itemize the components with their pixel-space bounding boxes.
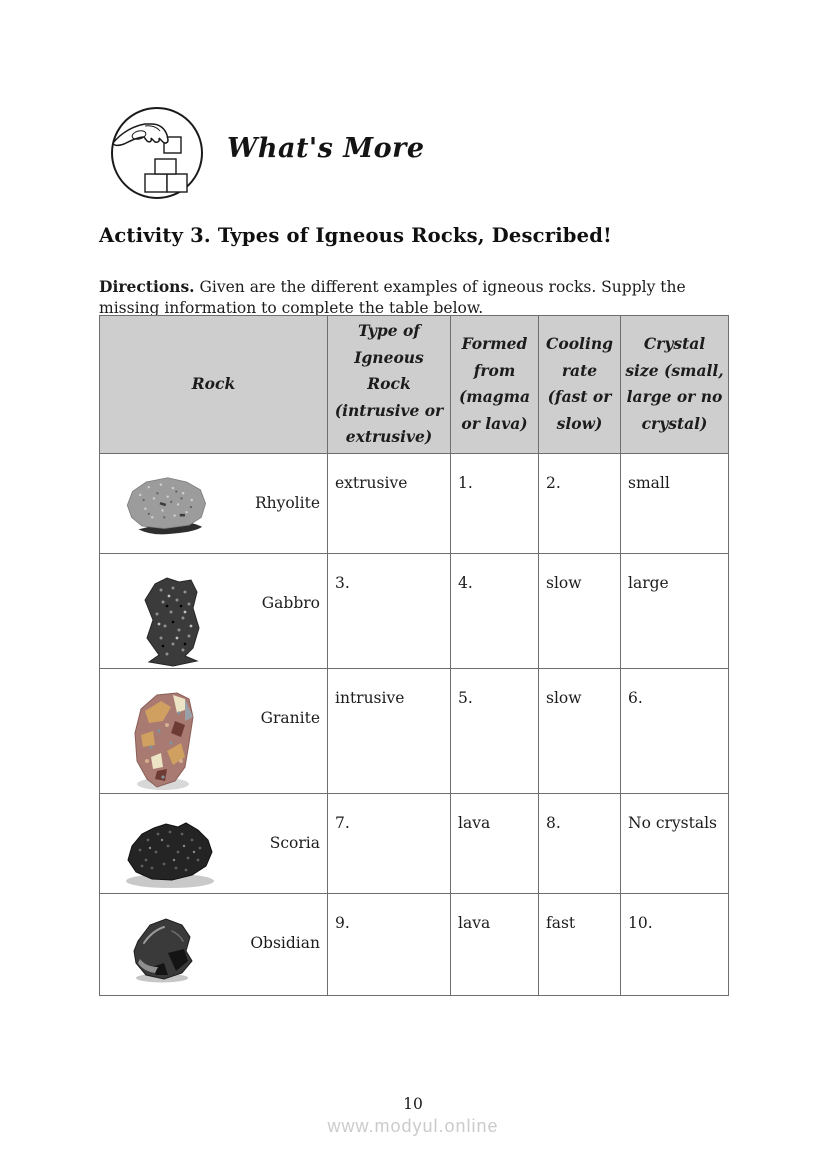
cell-type: 9. — [327, 892, 451, 996]
section-title: What's More — [227, 133, 425, 164]
cell-crystal-size: 10. — [620, 892, 729, 996]
cell-formed-from: lava — [450, 892, 539, 996]
cell-formed-from: 4. — [450, 552, 539, 669]
rock-name: Gabbro — [261, 593, 320, 612]
column-header-rock: Rock — [99, 315, 328, 454]
cell-crystal-size: large — [620, 552, 729, 669]
rock-cell: Rhyolite — [99, 452, 328, 554]
activity-title: Activity 3. Types of Igneous Rocks, Desc… — [99, 224, 612, 247]
page-number: 10 — [403, 1095, 423, 1113]
cell-cooling-rate: slow — [538, 667, 621, 794]
cell-formed-from: 5. — [450, 667, 539, 794]
rock-cell: Gabbro — [99, 552, 328, 669]
cell-formed-from: 1. — [450, 452, 539, 554]
table-row-gabbro: Gabbro 3. 4. slow large — [99, 552, 729, 669]
rhyolite-rock-photo — [126, 476, 207, 534]
scoria-rock-photo — [126, 821, 214, 888]
gabbro-rock-photo — [144, 576, 200, 667]
cell-cooling-rate: fast — [538, 892, 621, 996]
table-header-row: Rock Type of Igneous Rock (intrusive or … — [99, 315, 729, 454]
cell-type: 7. — [327, 792, 451, 894]
rock-cell: Scoria — [99, 792, 328, 894]
obsidian-rock-photo — [133, 917, 193, 982]
column-header-formed-from: Formed from (magma or lava) — [450, 315, 539, 454]
directions-label: Directions. — [99, 276, 195, 296]
directions: Directions. Given are the different exam… — [99, 276, 737, 319]
rock-cell: Obsidian — [99, 892, 328, 996]
cell-type: extrusive — [327, 452, 451, 554]
rock-name: Scoria — [269, 833, 320, 852]
table-row-obsidian: Obsidian 9. lava fast 10. — [99, 892, 729, 996]
watermark: www.modyul.online — [327, 1116, 499, 1136]
column-header-type: Type of Igneous Rock (intrusive or extru… — [327, 315, 451, 454]
column-header-crystal-size: Crystal size (small, large or no crystal… — [620, 315, 729, 454]
column-header-cooling-rate: Cooling rate (fast or slow) — [538, 315, 621, 454]
cell-cooling-rate: 8. — [538, 792, 621, 894]
table-row-scoria: Scoria 7. lava 8. No crystals — [99, 792, 729, 894]
cell-formed-from: lava — [450, 792, 539, 894]
rock-name: Obsidian — [250, 933, 320, 952]
cell-cooling-rate: slow — [538, 552, 621, 669]
table-row-granite: Granite intrusive 5. slow 6. — [99, 667, 729, 794]
rock-cell: Granite — [99, 667, 328, 794]
granite-rock-photo — [134, 691, 194, 790]
cell-crystal-size: small — [620, 452, 729, 554]
cell-crystal-size: No crystals — [620, 792, 729, 894]
rock-name: Rhyolite — [254, 493, 320, 512]
directions-text: Given are the different examples of igne… — [99, 277, 686, 317]
cell-type: intrusive — [327, 667, 451, 794]
table-row-rhyolite: Rhyolite extrusive 1. 2. small — [99, 452, 729, 554]
cell-type: 3. — [327, 552, 451, 669]
igneous-rocks-table: Rock Type of Igneous Rock (intrusive or … — [99, 315, 729, 996]
cell-crystal-size: 6. — [620, 667, 729, 794]
rock-name: Granite — [260, 708, 320, 727]
cell-cooling-rate: 2. — [538, 452, 621, 554]
hand-stacking-blocks-icon — [111, 107, 203, 199]
